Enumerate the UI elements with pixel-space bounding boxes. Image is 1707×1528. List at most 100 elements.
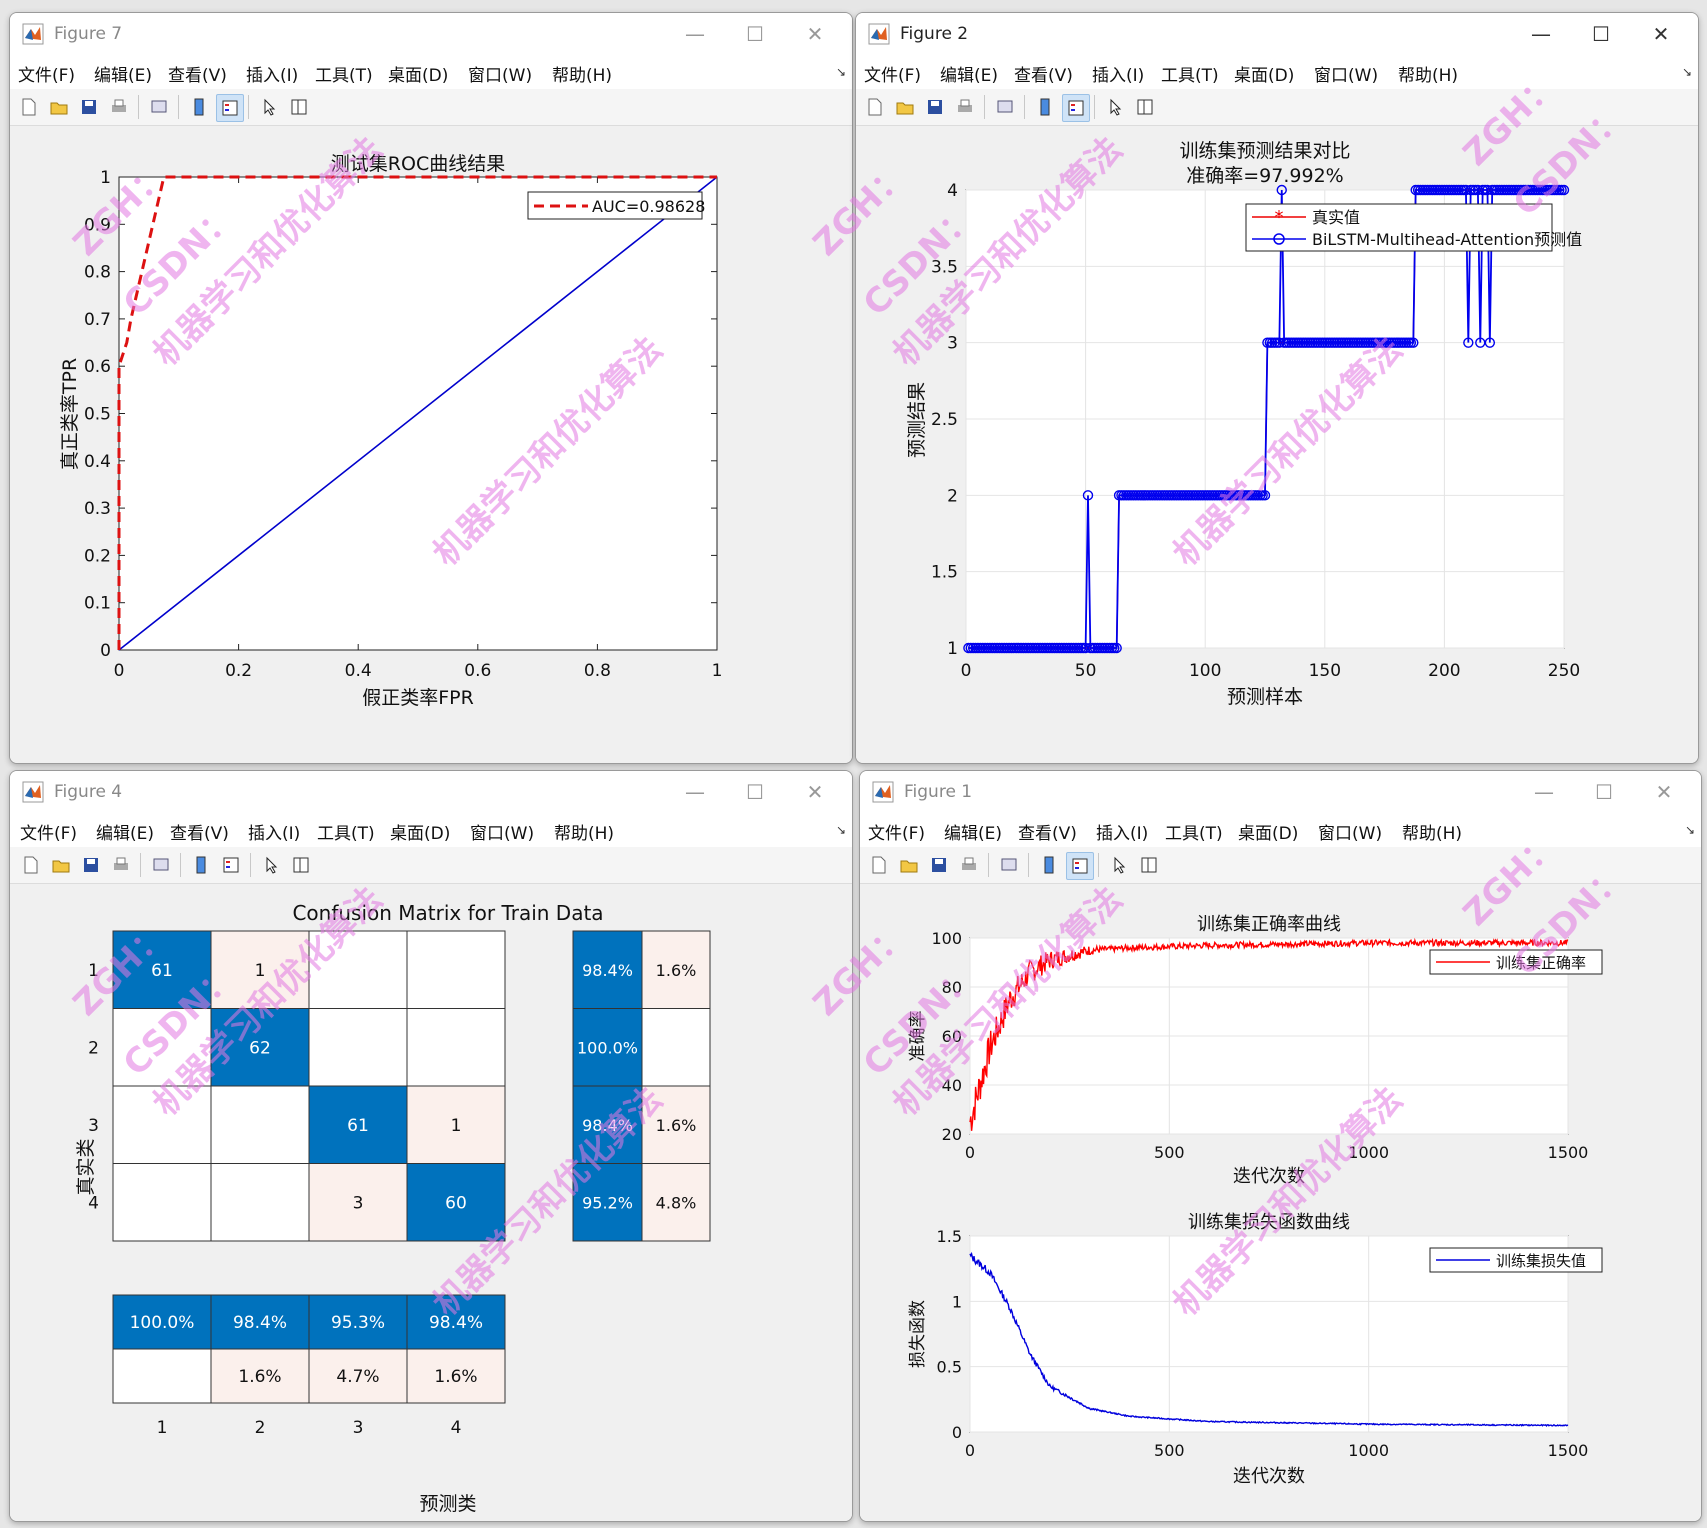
open-folder-icon[interactable] — [892, 94, 918, 120]
pointer-icon[interactable] — [1106, 852, 1132, 878]
menu-view[interactable]: 查看(V) — [170, 824, 229, 844]
menu-desktop[interactable]: 桌面(D) — [388, 66, 449, 86]
menu-window[interactable]: 窗口(W) — [1318, 824, 1383, 844]
menu-window[interactable]: 窗口(W) — [1314, 66, 1379, 86]
dock-arrow-icon[interactable]: ↘ — [1681, 65, 1692, 79]
property-editor-icon[interactable] — [288, 852, 314, 878]
minimize-button[interactable]: — — [1534, 780, 1554, 804]
colorbar-icon[interactable] — [1032, 94, 1058, 120]
menu-tools[interactable]: 工具(T) — [1165, 824, 1223, 844]
toolbar-separator — [250, 853, 251, 877]
legend-icon[interactable] — [216, 94, 244, 122]
new-file-icon[interactable] — [866, 852, 892, 878]
colorbar-icon[interactable] — [188, 852, 214, 878]
x-tick-label: 0.2 — [225, 661, 252, 681]
print-icon[interactable] — [952, 94, 978, 120]
print-icon[interactable] — [108, 852, 134, 878]
menu-file[interactable]: 文件(F) — [868, 824, 926, 844]
maximize-button[interactable]: ☐ — [746, 780, 764, 804]
loss-legend[interactable]: 训练集损失值 — [1429, 1247, 1603, 1273]
legend-icon[interactable] — [218, 852, 244, 878]
maximize-button[interactable]: ☐ — [746, 22, 764, 46]
matrix-cell — [406, 930, 506, 1009]
save-icon[interactable] — [76, 94, 102, 120]
titlebar[interactable]: Figure 4 — ☐ ✕ — [10, 771, 852, 813]
property-editor-icon[interactable] — [1132, 94, 1158, 120]
menu-help[interactable]: 帮助(H) — [554, 824, 615, 844]
print-icon[interactable] — [106, 94, 132, 120]
save-icon[interactable] — [922, 94, 948, 120]
menu-window[interactable]: 窗口(W) — [468, 66, 533, 86]
accuracy-legend[interactable]: 训练集正确率 — [1429, 949, 1603, 975]
menu-insert[interactable]: 插入(I) — [248, 824, 301, 844]
menu-insert[interactable]: 插入(I) — [246, 66, 299, 86]
menu-desktop[interactable]: 桌面(D) — [1238, 824, 1299, 844]
pointer-icon[interactable] — [258, 852, 284, 878]
menu-edit[interactable]: 编辑(E) — [944, 824, 1003, 844]
titlebar[interactable]: Figure 7 — ☐ ✕ — [10, 13, 852, 55]
menu-help[interactable]: 帮助(H) — [1402, 824, 1463, 844]
save-icon[interactable] — [926, 852, 952, 878]
menu-view[interactable]: 查看(V) — [1018, 824, 1077, 844]
legend[interactable]: * 真实值 BiLSTM-Multihead-Attention预测值 — [1245, 203, 1582, 252]
circle-marker-icon — [1273, 233, 1285, 245]
print-icon[interactable] — [956, 852, 982, 878]
pointer-icon[interactable] — [1102, 94, 1128, 120]
menu-view[interactable]: 查看(V) — [1014, 66, 1073, 86]
menu-insert[interactable]: 插入(I) — [1092, 66, 1145, 86]
new-file-icon[interactable] — [18, 852, 44, 878]
print-preview-icon[interactable] — [992, 94, 1018, 120]
close-button[interactable]: ✕ — [806, 780, 824, 804]
minimize-button[interactable]: — — [685, 780, 705, 804]
colorbar-icon[interactable] — [1036, 852, 1062, 878]
legend[interactable]: AUC=0.98628 — [527, 191, 705, 220]
minimize-button[interactable]: — — [685, 22, 705, 46]
menu-help[interactable]: 帮助(H) — [1398, 66, 1459, 86]
pointer-icon[interactable] — [256, 94, 282, 120]
close-button[interactable]: ✕ — [1652, 22, 1670, 46]
maximize-button[interactable]: ☐ — [1592, 22, 1610, 46]
menu-window[interactable]: 窗口(W) — [470, 824, 535, 844]
titlebar[interactable]: Figure 2 — ☐ ✕ — [856, 13, 1698, 55]
y-tick-label: 0.6 — [84, 357, 111, 377]
colorbar-icon[interactable] — [186, 94, 212, 120]
menu-desktop[interactable]: 桌面(D) — [1234, 66, 1295, 86]
close-button[interactable]: ✕ — [806, 22, 824, 46]
print-preview-icon[interactable] — [146, 94, 172, 120]
maximize-button[interactable]: ☐ — [1595, 780, 1613, 804]
minimize-button[interactable]: — — [1531, 22, 1551, 46]
menu-edit[interactable]: 编辑(E) — [94, 66, 153, 86]
menu-file[interactable]: 文件(F) — [20, 824, 78, 844]
new-file-icon[interactable] — [862, 94, 888, 120]
property-editor-icon[interactable] — [286, 94, 312, 120]
dock-arrow-icon[interactable]: ↘ — [835, 823, 846, 837]
titlebar[interactable]: Figure 1 — ☐ ✕ — [860, 771, 1701, 813]
print-preview-icon[interactable] — [996, 852, 1022, 878]
menu-tools[interactable]: 工具(T) — [1161, 66, 1219, 86]
menu-edit[interactable]: 编辑(E) — [940, 66, 999, 86]
menu-desktop[interactable]: 桌面(D) — [390, 824, 451, 844]
menu-tools[interactable]: 工具(T) — [317, 824, 375, 844]
menu-tools[interactable]: 工具(T) — [315, 66, 373, 86]
menu-file[interactable]: 文件(F) — [18, 66, 76, 86]
menu-file[interactable]: 文件(F) — [864, 66, 922, 86]
menu-edit[interactable]: 编辑(E) — [96, 824, 155, 844]
print-preview-icon[interactable] — [148, 852, 174, 878]
dock-arrow-icon[interactable]: ↘ — [835, 65, 846, 79]
open-folder-icon[interactable] — [896, 852, 922, 878]
legend-icon[interactable] — [1062, 94, 1090, 122]
menu-insert[interactable]: 插入(I) — [1096, 824, 1149, 844]
open-folder-icon[interactable] — [46, 94, 72, 120]
save-icon[interactable] — [78, 852, 104, 878]
property-editor-icon[interactable] — [1136, 852, 1162, 878]
close-button[interactable]: ✕ — [1655, 780, 1673, 804]
dock-arrow-icon[interactable]: ↘ — [1684, 823, 1695, 837]
matlab-icon — [868, 23, 890, 45]
legend-icon[interactable] — [1066, 852, 1094, 880]
new-file-icon[interactable] — [16, 94, 42, 120]
open-folder-icon[interactable] — [48, 852, 74, 878]
menu-view[interactable]: 查看(V) — [168, 66, 227, 86]
y-tick-label: 1.5 — [931, 563, 958, 583]
plot-area: 0 0.2 0.4 0.6 0.8 1 0 0.1 0.2 0.3 0.4 0.5 0.6 0.7 0.8 0… — [10, 126, 852, 763]
menu-help[interactable]: 帮助(H) — [552, 66, 613, 86]
